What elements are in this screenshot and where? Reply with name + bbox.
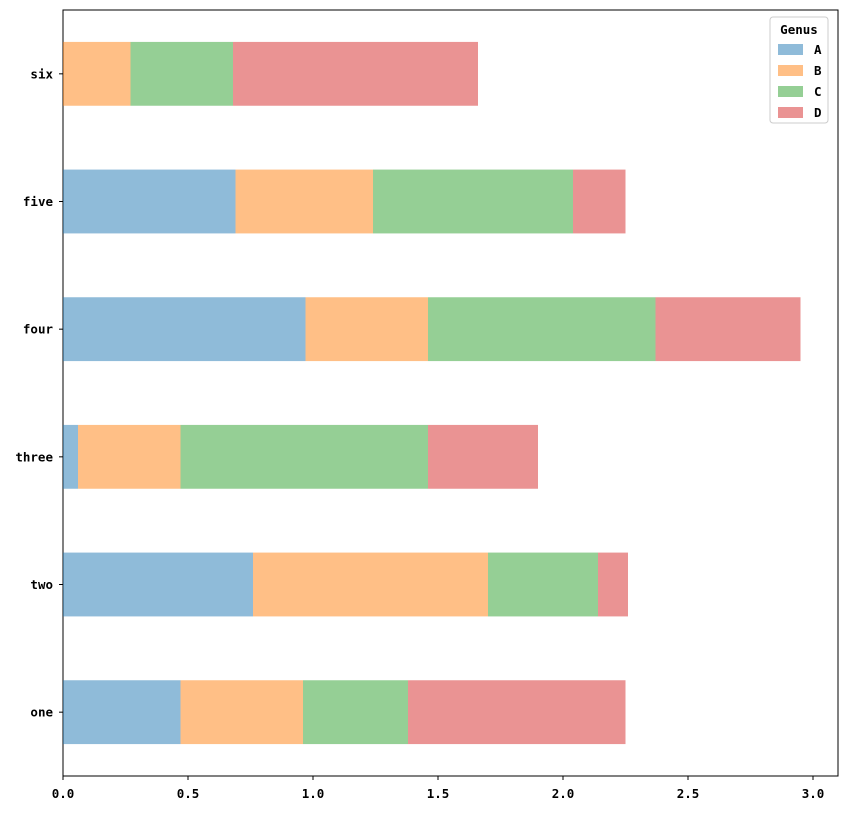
bar-one-D xyxy=(408,680,626,745)
x-tick-label: 0.5 xyxy=(177,786,200,801)
bar-one-B xyxy=(180,680,303,745)
legend-swatch-D xyxy=(778,107,803,118)
legend-title: Genus xyxy=(780,22,818,37)
bar-four-C xyxy=(428,297,656,362)
bar-three-D xyxy=(428,424,538,489)
bar-two-C xyxy=(488,552,598,617)
bar-two-A xyxy=(63,552,253,617)
bar-six-B xyxy=(63,41,131,106)
bar-five-A xyxy=(63,169,236,234)
legend-swatch-A xyxy=(778,44,803,55)
x-tick-label: 3.0 xyxy=(802,786,825,801)
bar-five-B xyxy=(235,169,373,234)
x-tick-label: 2.0 xyxy=(552,786,575,801)
x-axis: 0.0 0.5 1.0 1.5 2.0 2.5 3.0 xyxy=(52,776,825,801)
bar-four-D xyxy=(655,297,801,362)
bar-three-C xyxy=(180,424,428,489)
x-tick-label: 1.5 xyxy=(427,786,450,801)
y-tick-label: five xyxy=(23,194,54,209)
bar-three-B xyxy=(78,424,181,489)
bar-five-D xyxy=(573,169,626,234)
bar-one-A xyxy=(63,680,181,745)
bar-six-C xyxy=(130,41,233,106)
bars-layer xyxy=(63,41,801,745)
plot-area xyxy=(62,9,839,777)
x-tick-label: 2.5 xyxy=(677,786,700,801)
x-tick-label: 0.0 xyxy=(52,786,75,801)
legend-label-C: C xyxy=(814,84,822,99)
legend-label-A: A xyxy=(814,42,822,57)
bar-two-D xyxy=(598,552,628,617)
x-tick-label: 1.0 xyxy=(302,786,325,801)
y-tick-label: six xyxy=(30,66,53,81)
y-axis: one two three four five six xyxy=(15,66,63,720)
y-tick-label: two xyxy=(30,577,53,592)
y-tick-label: one xyxy=(30,705,53,720)
legend-label-D: D xyxy=(814,105,822,120)
y-tick-label: three xyxy=(15,449,53,464)
y-tick-label: four xyxy=(23,322,54,337)
bar-two-B xyxy=(253,552,488,617)
bar-six-D xyxy=(233,41,478,106)
bar-one-C xyxy=(303,680,408,745)
bar-five-C xyxy=(373,169,573,234)
bar-three-A xyxy=(63,424,78,489)
legend-label-B: B xyxy=(814,63,822,78)
legend-swatch-C xyxy=(778,86,803,97)
bar-four-A xyxy=(63,297,306,362)
legend-swatch-B xyxy=(778,65,803,76)
bar-four-B xyxy=(305,297,428,362)
